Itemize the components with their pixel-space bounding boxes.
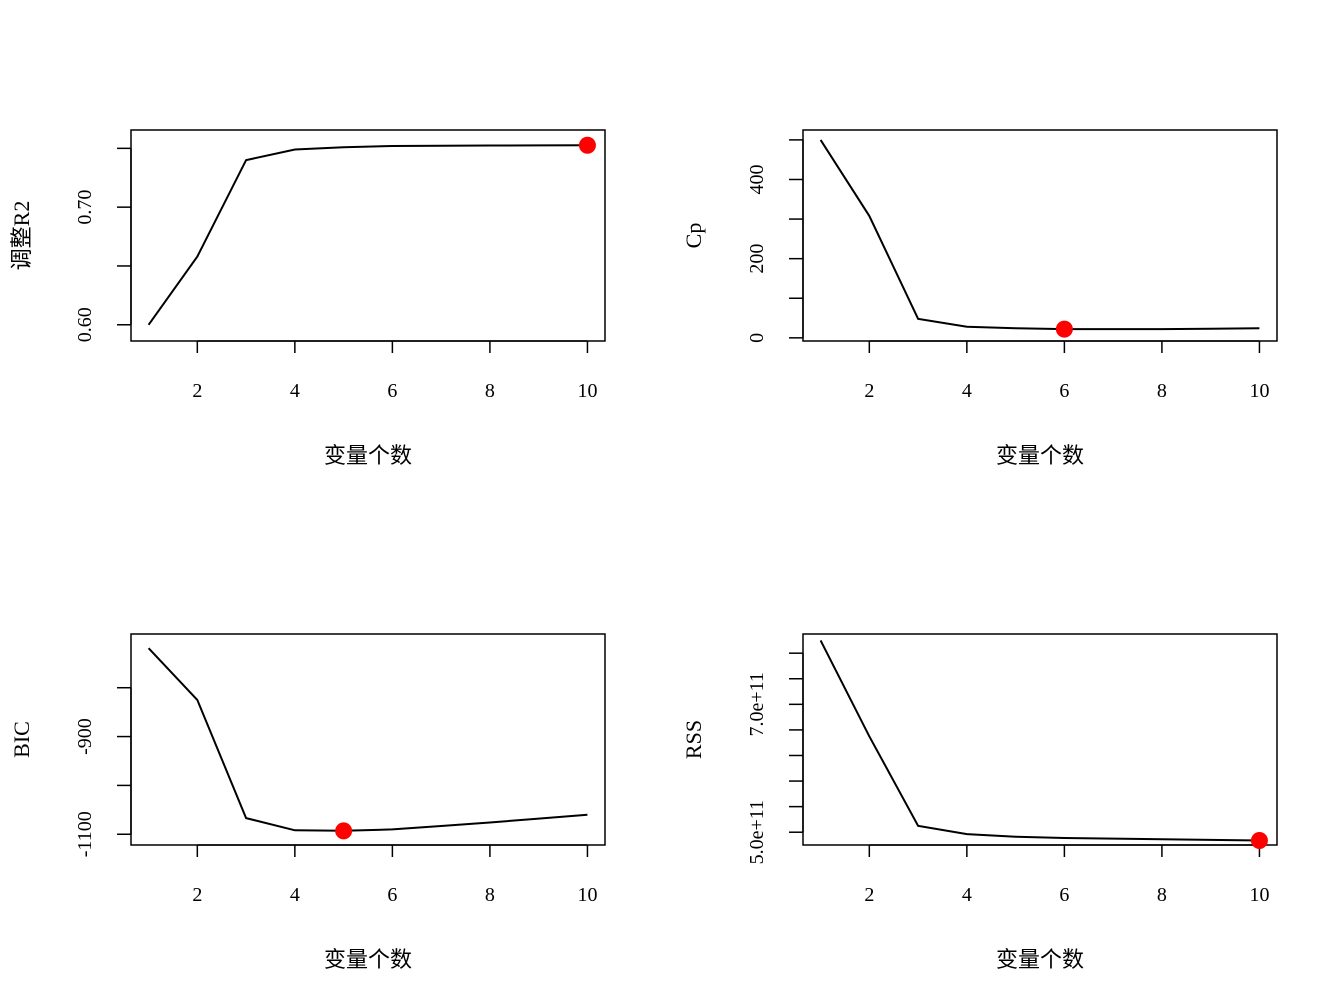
highlight-point [1250, 832, 1268, 850]
x-tick-label-2: 2 [192, 884, 202, 906]
plot-frame [802, 129, 1278, 342]
y-tick-label-2: -900 [74, 718, 96, 755]
x-tick-label-2: 2 [864, 884, 874, 906]
x-tick-label-2: 2 [192, 380, 202, 402]
chart-adjr2: 2 4 6 8 10 0.60 0.70 变量个数 调整R2 [9, 129, 606, 468]
y-axis-title: BIC [9, 721, 34, 758]
x-tick-label-10: 10 [577, 884, 597, 906]
series-line [147, 144, 588, 326]
y-tick-label-5: 7.0e+11 [746, 672, 768, 736]
highlight-point [1055, 320, 1073, 338]
y-axis-title: Cp [681, 223, 706, 249]
x-tick-label-2: 2 [864, 380, 874, 402]
series-line [147, 647, 588, 832]
y-tick-label-2: 0.70 [74, 190, 96, 225]
x-tick-label-6: 6 [1059, 884, 1069, 906]
x-tick-label-10: 10 [1249, 380, 1269, 402]
x-tick-label-6: 6 [1059, 380, 1069, 402]
x-tick-label-4: 4 [962, 884, 972, 906]
x-tick-label-8: 8 [1157, 884, 1167, 906]
chart-bic: 2 4 6 8 10 -1100 -900 变量个数 BIC [9, 633, 606, 972]
plot-frame [802, 633, 1278, 846]
x-tick-label-6: 6 [387, 884, 397, 906]
plot-frame [130, 129, 606, 342]
y-axis-title: 调整R2 [9, 201, 34, 271]
x-axis-title: 变量个数 [996, 443, 1084, 468]
x-tick-label-4: 4 [290, 884, 300, 906]
x-axis-title: 变量个数 [324, 443, 412, 468]
series-line [819, 639, 1260, 842]
chart-rss: 2 4 6 8 10 5.0e+11 7.0e+11 变量个数 RSS [681, 633, 1278, 972]
x-axis-title: 变量个数 [324, 947, 412, 972]
highlight-point [335, 822, 353, 840]
y-tick-label-4: 400 [746, 164, 768, 194]
x-tick-label-10: 10 [1249, 884, 1269, 906]
x-tick-label-8: 8 [1157, 380, 1167, 402]
y-tick-label-0: 5.0e+11 [746, 800, 768, 864]
x-tick-label-8: 8 [485, 380, 495, 402]
y-tick-label-0: 0.60 [74, 307, 96, 342]
x-tick-label-4: 4 [962, 380, 972, 402]
x-tick-label-6: 6 [387, 380, 397, 402]
plot-frame [130, 633, 606, 846]
x-tick-label-8: 8 [485, 884, 495, 906]
x-tick-label-4: 4 [290, 380, 300, 402]
x-tick-label-10: 10 [577, 380, 597, 402]
series-line [819, 139, 1260, 331]
y-axis-title: RSS [681, 720, 706, 759]
y-tick-label-0: 0 [746, 333, 768, 343]
x-axis-title: 变量个数 [996, 947, 1084, 972]
y-tick-label-0: -1100 [74, 811, 96, 857]
y-tick-label-2: 200 [746, 244, 768, 274]
chart-cp: 2 4 6 8 10 0 200 400 变量个数 Cp [681, 129, 1278, 468]
highlight-point [578, 136, 596, 154]
